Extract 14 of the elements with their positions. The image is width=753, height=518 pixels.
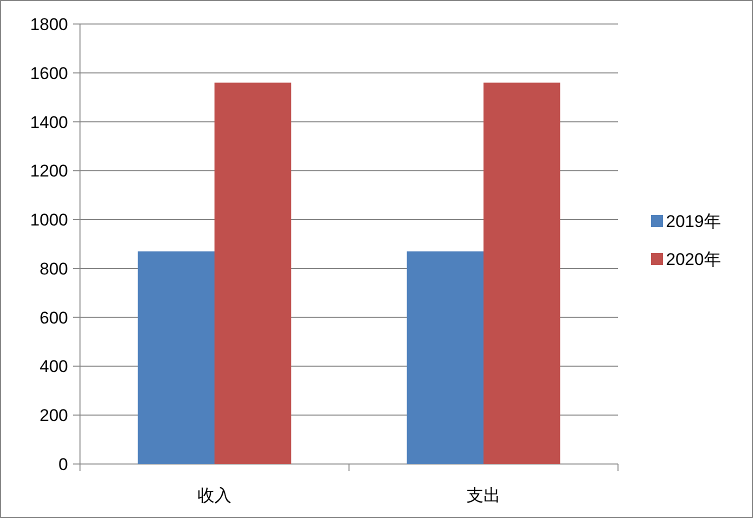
legend-label: 2019年	[666, 212, 721, 231]
y-tick-label: 400	[40, 357, 68, 376]
y-tick-label: 1200	[30, 162, 68, 181]
y-tick-label: 1400	[30, 112, 68, 132]
y-tick-label: 200	[40, 406, 68, 426]
y-tick-label: 0	[58, 455, 68, 474]
x-tick-label: 支出	[466, 486, 500, 505]
y-tick-label: 600	[40, 308, 68, 328]
y-tick-label: 1600	[30, 64, 68, 83]
y-tick-label: 1000	[30, 210, 68, 230]
y-tick-label: 1800	[30, 15, 68, 34]
legend-label: 2020年	[666, 250, 721, 269]
y-tick-label: 800	[40, 259, 68, 278]
x-tick-label: 收入	[198, 486, 232, 505]
